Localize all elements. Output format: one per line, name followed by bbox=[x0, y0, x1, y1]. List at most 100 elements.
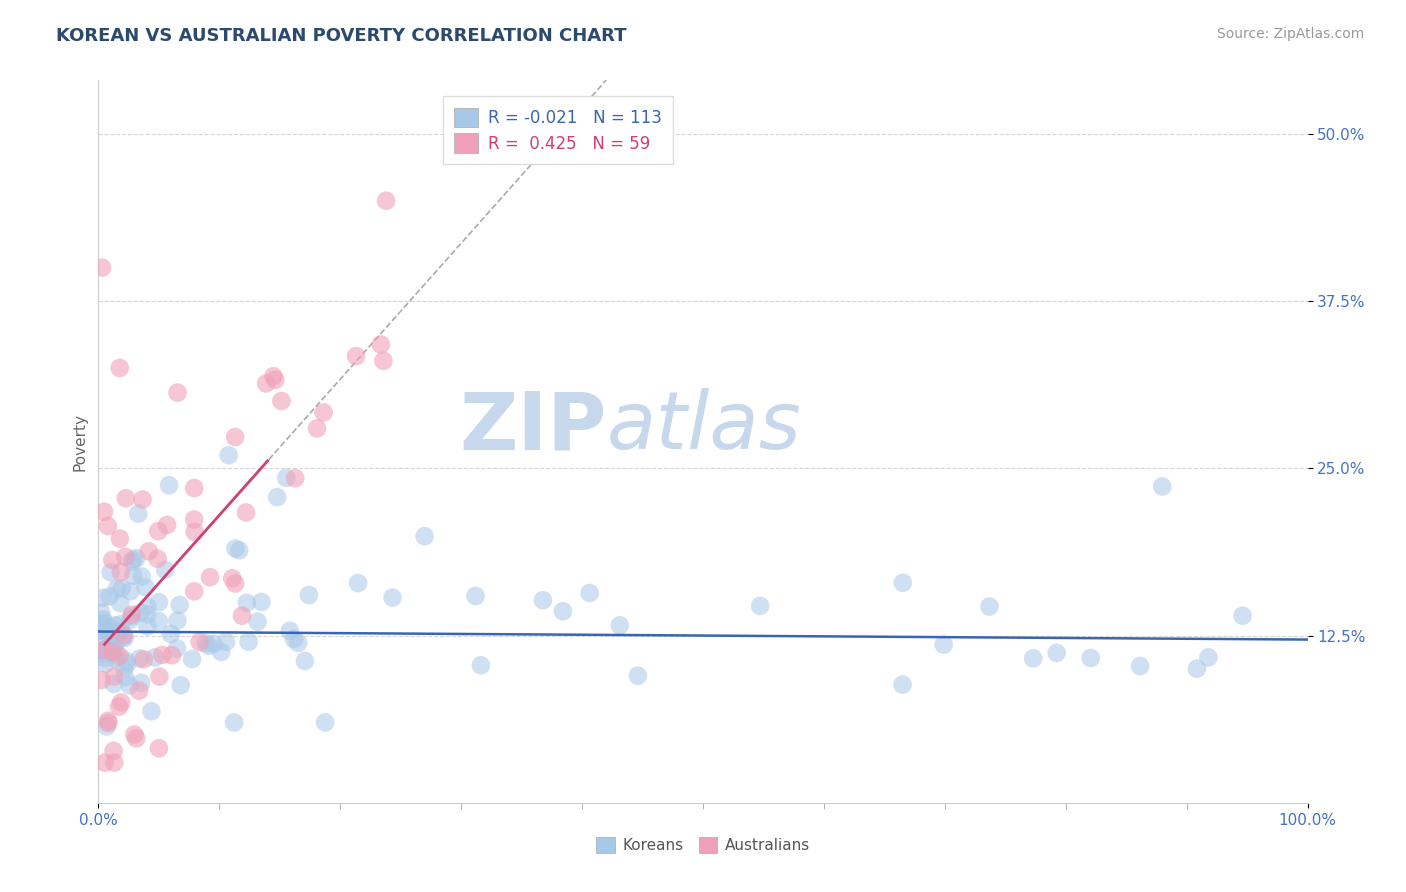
Point bbox=[127, 507, 149, 521]
Point bbox=[264, 373, 287, 387]
Point bbox=[531, 593, 554, 607]
Point bbox=[103, 636, 125, 650]
Point bbox=[108, 532, 131, 546]
Point bbox=[122, 552, 145, 566]
Point bbox=[169, 678, 191, 692]
Point bbox=[101, 553, 124, 567]
Point bbox=[122, 568, 145, 582]
Point bbox=[470, 658, 492, 673]
Point bbox=[105, 582, 128, 596]
Point bbox=[197, 639, 219, 653]
Point bbox=[101, 645, 124, 659]
Point bbox=[90, 606, 112, 620]
Point bbox=[307, 421, 329, 435]
Point bbox=[97, 714, 120, 728]
Point bbox=[578, 586, 600, 600]
Point bbox=[121, 607, 143, 622]
Point bbox=[120, 609, 142, 624]
Point bbox=[224, 430, 246, 444]
Point bbox=[93, 505, 115, 519]
Point bbox=[121, 555, 143, 569]
Point bbox=[94, 638, 117, 652]
Point bbox=[183, 512, 205, 526]
Point bbox=[148, 595, 170, 609]
Point bbox=[96, 642, 118, 657]
Point bbox=[312, 405, 335, 419]
Point bbox=[125, 551, 148, 566]
Point bbox=[141, 704, 163, 718]
Point bbox=[112, 661, 135, 675]
Point bbox=[932, 638, 955, 652]
Point bbox=[1080, 651, 1102, 665]
Point bbox=[262, 369, 284, 384]
Point bbox=[148, 741, 170, 756]
Point bbox=[91, 613, 114, 627]
Point bbox=[146, 551, 169, 566]
Point bbox=[202, 637, 225, 651]
Point bbox=[148, 670, 170, 684]
Point bbox=[91, 260, 114, 275]
Point bbox=[103, 669, 125, 683]
Point bbox=[114, 549, 136, 564]
Point bbox=[91, 591, 114, 605]
Point bbox=[94, 624, 117, 638]
Point bbox=[314, 715, 336, 730]
Point bbox=[347, 576, 370, 591]
Point bbox=[118, 678, 141, 692]
Point bbox=[107, 626, 129, 640]
Point bbox=[231, 608, 253, 623]
Point bbox=[110, 596, 132, 610]
Point bbox=[150, 648, 173, 662]
Point bbox=[108, 361, 131, 376]
Point bbox=[375, 194, 398, 208]
Point bbox=[91, 647, 114, 661]
Point bbox=[120, 613, 142, 627]
Point bbox=[1022, 651, 1045, 665]
Point bbox=[1129, 659, 1152, 673]
Point bbox=[270, 394, 292, 409]
Point bbox=[114, 631, 136, 645]
Point bbox=[94, 651, 117, 665]
Point bbox=[148, 614, 170, 628]
Point bbox=[90, 673, 112, 687]
Point bbox=[166, 614, 188, 628]
Point bbox=[609, 618, 631, 632]
Point bbox=[156, 518, 179, 533]
Point bbox=[93, 756, 115, 770]
Point bbox=[370, 337, 392, 351]
Point bbox=[110, 617, 132, 632]
Point bbox=[132, 652, 155, 666]
Point bbox=[89, 616, 111, 631]
Point bbox=[228, 543, 250, 558]
Point bbox=[979, 599, 1001, 614]
Point bbox=[104, 618, 127, 632]
Point bbox=[97, 716, 120, 731]
Point bbox=[98, 590, 121, 604]
Point bbox=[103, 744, 125, 758]
Point bbox=[128, 683, 150, 698]
Point bbox=[135, 580, 157, 594]
Point bbox=[891, 677, 914, 691]
Point bbox=[96, 719, 118, 733]
Point bbox=[1232, 608, 1254, 623]
Point bbox=[1046, 646, 1069, 660]
Point bbox=[181, 652, 204, 666]
Point bbox=[108, 699, 131, 714]
Point bbox=[114, 670, 136, 684]
Point bbox=[103, 756, 125, 770]
Point bbox=[100, 566, 122, 580]
Point bbox=[148, 524, 170, 538]
Point bbox=[136, 599, 159, 614]
Point bbox=[749, 599, 772, 613]
Point bbox=[93, 615, 115, 630]
Point bbox=[246, 615, 269, 629]
Point bbox=[294, 654, 316, 668]
Point bbox=[236, 596, 259, 610]
Point bbox=[110, 565, 132, 579]
Point bbox=[131, 569, 153, 583]
Point bbox=[221, 571, 243, 585]
Point bbox=[89, 624, 111, 638]
Point bbox=[110, 695, 132, 709]
Point bbox=[344, 349, 367, 363]
Point bbox=[91, 624, 114, 639]
